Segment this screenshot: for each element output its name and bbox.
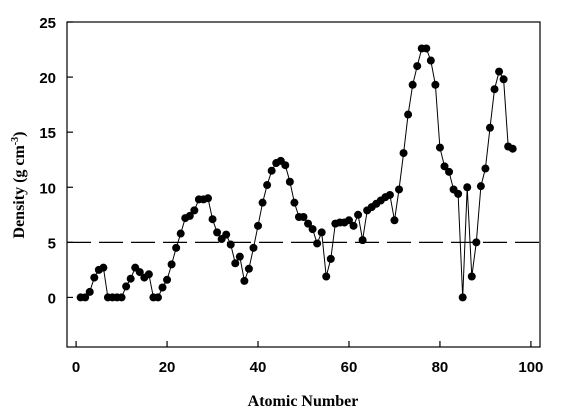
data-point xyxy=(290,198,299,207)
data-point xyxy=(476,182,485,191)
data-point xyxy=(185,211,194,220)
data-point xyxy=(208,215,217,224)
y-axis-tick-labels: 0 5 10 15 20 25 xyxy=(39,15,56,307)
data-point xyxy=(90,273,99,282)
data-point xyxy=(472,238,481,247)
data-point xyxy=(395,185,404,194)
data-point xyxy=(153,293,162,302)
data-point xyxy=(304,219,313,228)
y-tick-label: 10 xyxy=(39,180,56,197)
data-point xyxy=(158,283,167,292)
data-point xyxy=(263,181,272,190)
x-tick-label: 80 xyxy=(432,359,449,376)
data-point xyxy=(190,206,199,215)
x-tick-label: 40 xyxy=(250,359,267,376)
x-axis-ticks xyxy=(75,341,532,347)
data-point xyxy=(422,44,431,53)
data-point xyxy=(454,189,463,198)
data-point xyxy=(431,80,440,89)
data-point xyxy=(258,198,267,207)
y-tick-label: 25 xyxy=(39,15,56,32)
data-point xyxy=(167,260,176,269)
data-point xyxy=(495,67,504,76)
data-point xyxy=(508,144,517,153)
data-point xyxy=(490,85,499,94)
x-axis-tick-labels: 0 20 40 60 80 100 xyxy=(72,359,543,376)
data-point xyxy=(458,293,467,302)
data-point xyxy=(244,264,253,273)
data-point xyxy=(117,293,126,302)
y-axis-title-superscript: -3 xyxy=(10,137,21,145)
data-point xyxy=(213,228,222,237)
data-point xyxy=(322,272,331,281)
data-point xyxy=(445,167,454,176)
data-point xyxy=(435,143,444,152)
y-tick-label: 15 xyxy=(39,125,56,142)
data-point xyxy=(122,282,131,291)
data-point xyxy=(390,216,399,225)
data-point xyxy=(440,162,449,171)
data-point xyxy=(85,287,94,296)
x-tick-label: 60 xyxy=(341,359,358,376)
data-point xyxy=(481,164,490,173)
data-point xyxy=(203,194,212,203)
y-axis-title-close: ) xyxy=(11,132,28,137)
data-point xyxy=(299,213,308,221)
data-point xyxy=(226,240,235,249)
data-point xyxy=(354,210,363,219)
data-point xyxy=(399,149,408,158)
data-point xyxy=(349,221,358,230)
x-tick-label: 100 xyxy=(518,359,543,376)
y-axis-title-main: Density (g cm xyxy=(11,145,28,239)
plot-frame xyxy=(66,21,541,348)
data-point xyxy=(463,183,472,192)
y-axis-ticks xyxy=(67,21,73,299)
data-point xyxy=(267,166,276,175)
data-point xyxy=(426,56,435,65)
y-axis-title: Density (g cm-3) xyxy=(10,132,28,239)
data-point xyxy=(285,177,294,186)
data-point xyxy=(313,239,322,248)
data-point xyxy=(172,243,181,252)
data-point xyxy=(326,254,335,263)
y-tick-label: 20 xyxy=(39,70,56,87)
data-point xyxy=(135,268,144,277)
data-point xyxy=(344,216,353,225)
data-point xyxy=(231,259,240,268)
data-point xyxy=(222,230,231,239)
data-point xyxy=(81,293,90,302)
data-point xyxy=(235,252,244,261)
data-point xyxy=(413,62,422,71)
x-tick-label: 0 xyxy=(72,359,80,376)
data-point xyxy=(144,270,153,279)
data-point xyxy=(254,221,263,230)
data-point xyxy=(99,263,108,272)
data-point xyxy=(408,80,417,89)
data-point xyxy=(240,276,249,285)
y-tick-label: 5 xyxy=(48,235,56,252)
data-point xyxy=(499,75,508,84)
data-point xyxy=(281,161,290,170)
data-point xyxy=(176,229,185,238)
data-point xyxy=(358,236,367,245)
data-point xyxy=(163,275,172,284)
data-point xyxy=(385,190,394,199)
x-tick-label: 20 xyxy=(159,359,176,376)
data-point xyxy=(404,110,413,119)
data-point xyxy=(308,225,317,234)
x-axis-title: Atomic Number xyxy=(248,393,359,410)
data-points xyxy=(76,44,517,302)
data-point xyxy=(467,272,476,281)
data-point xyxy=(317,228,326,237)
data-point xyxy=(249,243,258,252)
data-point xyxy=(485,123,494,132)
y-tick-label: 0 xyxy=(48,290,56,307)
data-point xyxy=(126,274,135,283)
